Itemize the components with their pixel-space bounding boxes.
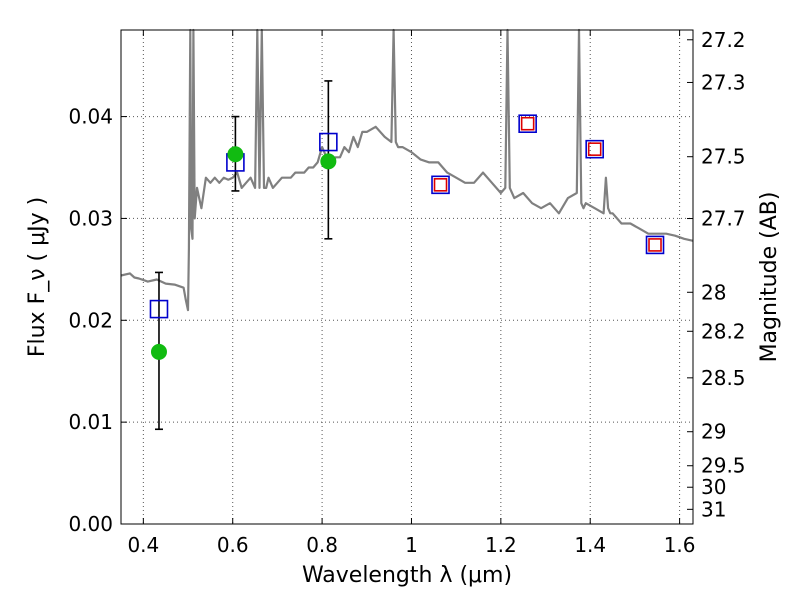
x-tick-label: 0.8 (306, 533, 338, 557)
mag-tick-label: 29 (701, 420, 726, 444)
mag-tick-label: 28.5 (701, 366, 746, 390)
mag-tick-label: 31 (701, 497, 726, 521)
x-tick-label: 0.4 (127, 533, 159, 557)
plot-frame (120, 29, 694, 525)
y-tick-label: 0.02 (68, 308, 113, 332)
x-axis-label: Wavelength λ (μm) (302, 563, 512, 588)
y-tick-label: 0.00 (68, 512, 113, 536)
mag-tick-label: 30 (701, 475, 726, 499)
x-tick-label: 1.2 (485, 533, 517, 557)
y-tick-label: 0.03 (68, 206, 113, 230)
observed-flux-square (648, 238, 662, 252)
x-tick-label: 0.6 (217, 533, 249, 557)
x-tick-label: 1.4 (574, 533, 606, 557)
mag-tick-label: 27.3 (701, 70, 746, 94)
mag-tick-label: 27.2 (701, 28, 746, 52)
model-spectrum-line (120, 28, 694, 312)
x-tick-label: 1.6 (664, 533, 696, 557)
observed-flux-square (587, 142, 602, 156)
model-flux-square (319, 132, 338, 152)
mag-tick-label: 27.7 (701, 207, 746, 231)
observed-flux-point (150, 343, 167, 360)
x-tick-label: 1 (405, 533, 418, 557)
y-tick-label: 0.01 (68, 410, 113, 434)
y-tick-label: 0.04 (68, 105, 113, 129)
mag-tick-label: 29.5 (701, 454, 746, 478)
model-flux-square (645, 235, 665, 255)
right-axis-label: Magnitude (AB) (757, 192, 782, 363)
y-axis-label: Flux F_ν ( μJy ) (25, 197, 50, 357)
model-flux-square (518, 114, 537, 134)
mag-tick-label: 28 (701, 280, 726, 304)
model-flux-square (149, 299, 169, 319)
observed-flux-square (433, 178, 448, 192)
grid-lines (121, 30, 693, 524)
observed-flux-point (227, 146, 244, 163)
axis-ticks: 0.4 0.6 0.8 1 1.2 1.4 1.6 0.00 0.01 0.02 0.03 0.04 2… (68, 28, 745, 557)
observed-flux-square (520, 116, 535, 131)
observed-flux-point (320, 153, 337, 170)
model-flux-square (431, 175, 450, 195)
photometry-points (149, 114, 665, 360)
mag-tick-label: 28.2 (701, 319, 746, 343)
model-flux-square (585, 139, 604, 159)
error-bars (154, 80, 333, 431)
model-spectrum (120, 28, 694, 312)
mag-tick-label: 27.5 (701, 145, 746, 169)
